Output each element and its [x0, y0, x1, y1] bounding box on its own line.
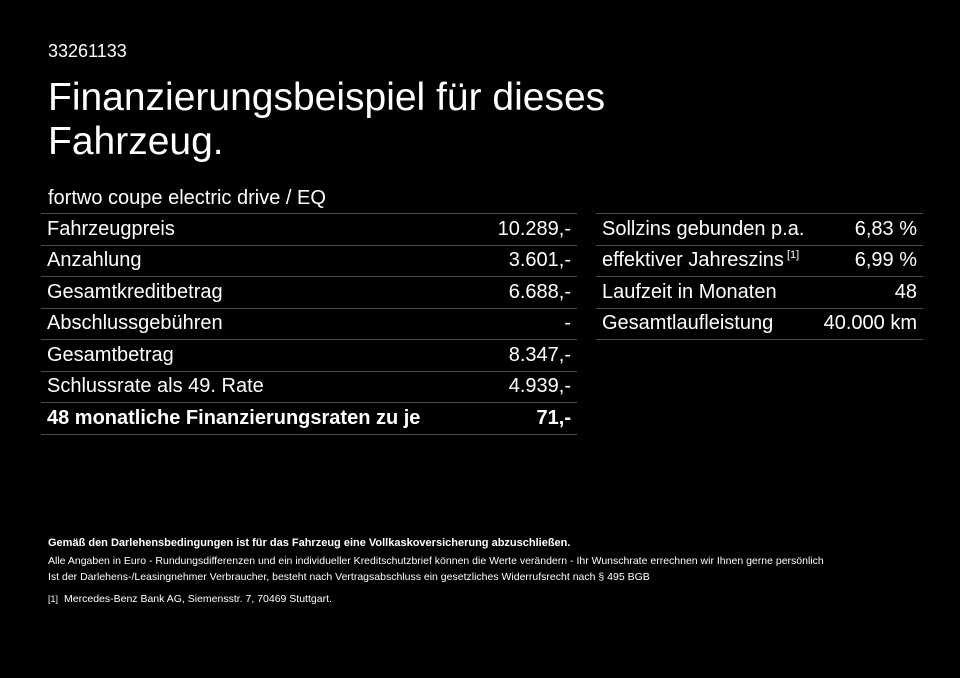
- row-label: Sollzins gebunden p.a.: [602, 217, 805, 240]
- row-value: 8.347,-: [508, 343, 571, 366]
- table-row: Gesamtbetrag 8.347,-: [41, 340, 577, 372]
- row-label: Gesamtbetrag: [47, 343, 174, 366]
- table-row: Abschlussgebühren -: [41, 309, 577, 340]
- row-value: 6.688,-: [508, 280, 571, 303]
- row-label: Laufzeit in Monaten: [602, 280, 777, 303]
- conditions-table: Sollzins gebunden p.a. 6,83 % effektiver…: [596, 213, 923, 340]
- insurance-note: Gemäß den Darlehensbedingungen ist für d…: [48, 537, 571, 549]
- row-value: -: [564, 312, 571, 335]
- page-title: Finanzierungsbeispiel für dieses Fahrzeu…: [48, 76, 606, 163]
- row-value: 6,99 %: [854, 249, 917, 272]
- table-row: Gesamtkreditbetrag 6.688,-: [41, 277, 577, 309]
- row-value: 48: [894, 280, 917, 303]
- footnote-text: Mercedes-Benz Bank AG, Siemensstr. 7, 70…: [64, 593, 332, 605]
- vehicle-model: fortwo coupe electric drive / EQ: [48, 187, 326, 209]
- row-value: 6,83 %: [854, 217, 917, 240]
- row-label: Abschlussgebühren: [47, 312, 223, 335]
- table-row: Schlussrate als 49. Rate 4.939,-: [41, 372, 577, 403]
- row-value: 3.601,-: [508, 249, 571, 272]
- footnote-ref: [1]: [786, 249, 800, 262]
- monthly-rate-row: 48 monatliche Finanzierungsraten zu je 7…: [41, 403, 577, 435]
- row-label: effektiver Jahreszins [1]: [602, 249, 800, 272]
- row-value: 40.000 km: [823, 312, 917, 335]
- table-row: Gesamtlaufleistung 40.000 km: [596, 309, 923, 340]
- row-label: Gesamtkreditbetrag: [47, 280, 223, 303]
- table-row: effektiver Jahreszins [1] 6,99 %: [596, 246, 923, 277]
- footnote-mark: [1]: [48, 594, 59, 604]
- footnote: [1] Mercedes-Benz Bank AG, Siemensstr. 7…: [48, 591, 928, 607]
- row-label: Fahrzeugpreis: [47, 217, 175, 240]
- row-label: 48 monatliche Finanzierungsraten zu je: [47, 406, 421, 429]
- row-value: 10.289,-: [497, 217, 571, 240]
- table-row: Anzahlung 3.601,-: [41, 246, 577, 277]
- row-label: Schlussrate als 49. Rate: [47, 375, 264, 398]
- row-value: 4.939,-: [508, 375, 571, 398]
- financing-table: Fahrzeugpreis 10.289,- Anzahlung 3.601,-…: [41, 213, 577, 435]
- withdrawal-note: Ist der Darlehens-/Leasingnehmer Verbrau…: [48, 571, 650, 583]
- offer-code: 33261133: [48, 41, 127, 61]
- disclaimer-note: Alle Angaben in Euro - Rundungsdifferenz…: [48, 555, 824, 567]
- table-row: Sollzins gebunden p.a. 6,83 %: [596, 214, 923, 246]
- table-row: Laufzeit in Monaten 48: [596, 277, 923, 309]
- legal-notes: Gemäß den Darlehensbedingungen ist für d…: [48, 535, 928, 607]
- table-row: Fahrzeugpreis 10.289,-: [41, 214, 577, 246]
- row-label: Anzahlung: [47, 249, 142, 272]
- row-label: Gesamtlaufleistung: [602, 312, 774, 335]
- monthly-rate-value: 71,-: [536, 406, 571, 429]
